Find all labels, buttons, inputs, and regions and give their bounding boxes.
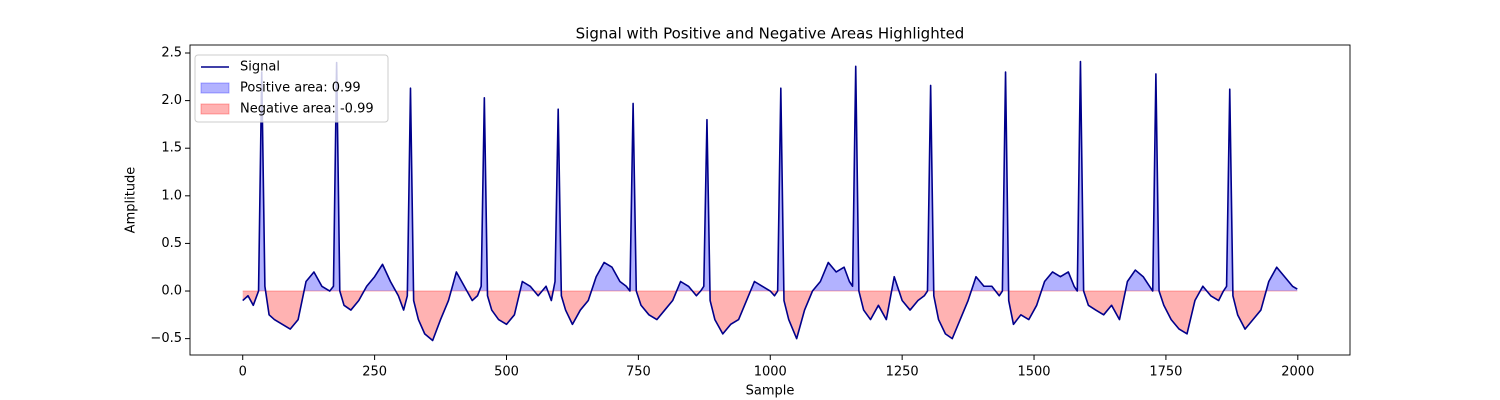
signal-line xyxy=(242,60,1298,342)
legend-label: Positive area: 0.99 xyxy=(240,81,361,96)
area-fill xyxy=(242,291,1298,341)
legend-label: Negative area: -0.99 xyxy=(240,102,374,117)
y-tick-label: 0.5 xyxy=(161,236,182,251)
y-tick-label: 2.5 xyxy=(161,45,182,60)
x-tick-label: 0 xyxy=(239,365,247,380)
plot-frame xyxy=(189,44,1351,356)
y-tick-label: 1.0 xyxy=(161,188,182,203)
y-tick-label: 2.0 xyxy=(161,93,182,108)
chart-title: Signal with Positive and Negative Areas … xyxy=(576,25,965,43)
legend-label: Signal xyxy=(240,60,280,75)
x-tick-label: 1000 xyxy=(754,365,787,380)
y-tick-label: 1.5 xyxy=(161,141,182,156)
legend-swatch xyxy=(200,103,230,115)
y-tick-label: −0.5 xyxy=(150,331,182,346)
legend-box xyxy=(194,54,389,123)
x-tick-label: 750 xyxy=(626,365,651,380)
x-axis-label: Sample xyxy=(746,384,795,399)
x-tick-label: 500 xyxy=(494,365,519,380)
x-tick-label: 250 xyxy=(362,365,387,380)
x-tick-label: 1750 xyxy=(1149,365,1182,380)
x-tick-label: 2000 xyxy=(1281,365,1314,380)
y-tick-label: 0.0 xyxy=(161,284,182,299)
y-axis-label: Amplitude xyxy=(124,167,139,234)
x-tick-label: 1250 xyxy=(886,365,919,380)
x-tick-label: 1500 xyxy=(1017,365,1050,380)
legend-swatch xyxy=(200,82,230,94)
